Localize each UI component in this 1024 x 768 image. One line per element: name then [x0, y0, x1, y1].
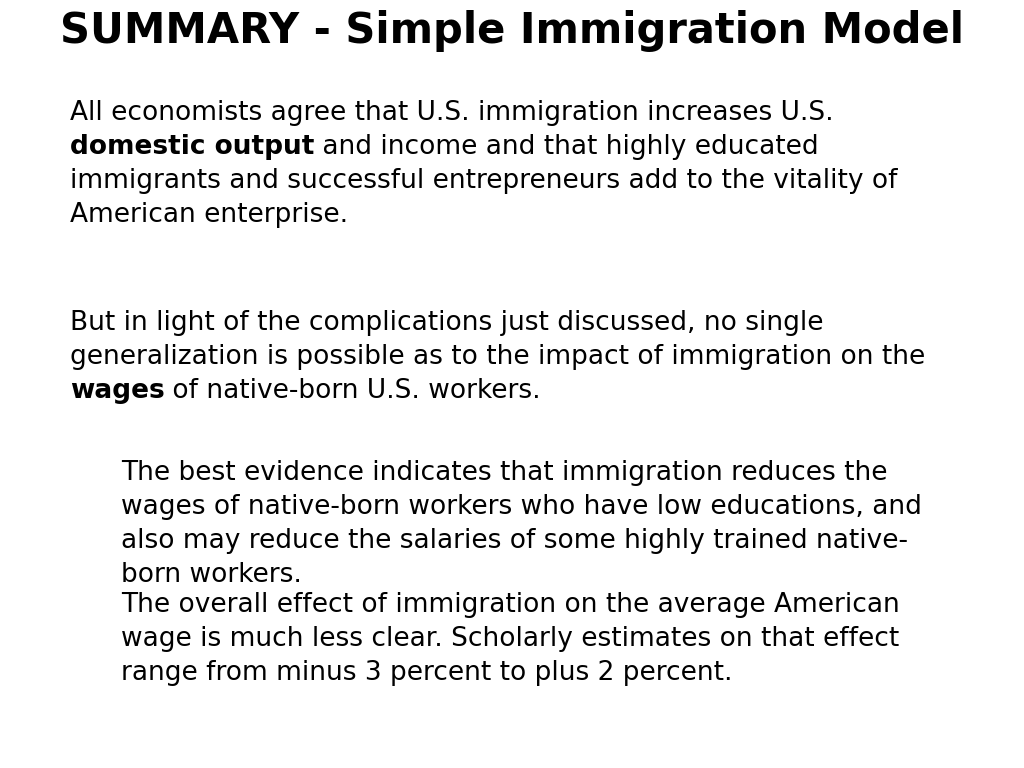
Text: wages: wages — [70, 378, 165, 404]
Text: American enterprise.: American enterprise. — [70, 202, 348, 228]
Text: domestic output: domestic output — [70, 134, 314, 160]
Text: The best evidence indicates that immigration reduces the: The best evidence indicates that immigra… — [121, 460, 888, 486]
Text: wage is much less clear. Scholarly estimates on that effect: wage is much less clear. Scholarly estim… — [121, 626, 899, 652]
Text: The overall effect of immigration on the average American: The overall effect of immigration on the… — [121, 592, 899, 618]
Text: All economists agree that U.S. immigration increases U.S.: All economists agree that U.S. immigrati… — [70, 100, 834, 126]
Text: generalization is possible as to the impact of immigration on the: generalization is possible as to the imp… — [70, 344, 925, 370]
Text: born workers.: born workers. — [121, 562, 302, 588]
Text: wages of native-born workers who have low educations, and: wages of native-born workers who have lo… — [121, 494, 922, 520]
Text: and income and that highly educated: and income and that highly educated — [314, 134, 818, 160]
Text: of native-born U.S. workers.: of native-born U.S. workers. — [165, 378, 541, 404]
Text: range from minus 3 percent to plus 2 percent.: range from minus 3 percent to plus 2 per… — [121, 660, 732, 686]
Text: immigrants and successful entrepreneurs add to the vitality of: immigrants and successful entrepreneurs … — [70, 168, 897, 194]
Text: SUMMARY - Simple Immigration Model: SUMMARY - Simple Immigration Model — [60, 10, 964, 52]
Text: But in light of the complications just discussed, no single: But in light of the complications just d… — [70, 310, 823, 336]
Text: also may reduce the salaries of some highly trained native-: also may reduce the salaries of some hig… — [121, 528, 908, 554]
